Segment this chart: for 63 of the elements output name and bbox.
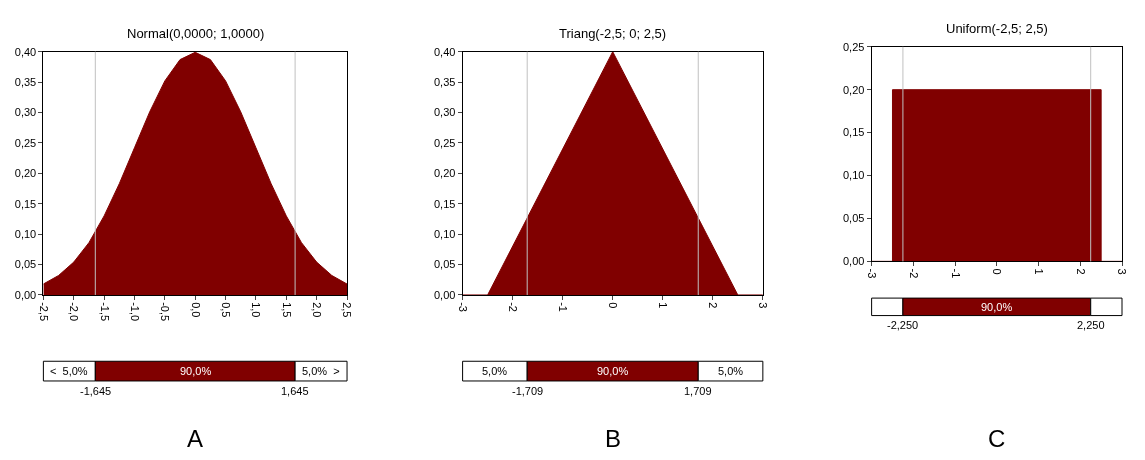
x-tick-label: 0	[991, 268, 1004, 275]
x-tick-label: 2,5	[341, 302, 354, 318]
x-tick-label: -3	[866, 268, 879, 279]
y-tick-label: 0,20	[433, 167, 456, 180]
x-tick-label: 0,0	[189, 302, 202, 318]
y-tick-label: 0,10	[433, 228, 456, 240]
x-tick-label: -2	[507, 302, 520, 312]
x-tick-label: 0	[607, 302, 620, 309]
text: A	[187, 425, 204, 452]
text: C	[988, 425, 1006, 452]
text: -2,250	[887, 319, 919, 331]
text: 5,0%	[718, 365, 744, 377]
y-tick-label: 0,20	[14, 167, 37, 180]
chart-title: Triang(-2,5; 0; 2,5)	[559, 26, 667, 41]
x-tick-label: -2,5	[37, 302, 50, 322]
text: B	[605, 425, 622, 452]
text: 1,709	[684, 385, 712, 397]
text: -1,645	[80, 385, 112, 397]
y-tick-label: 0,25	[433, 136, 456, 149]
x-tick-label: -0,5	[159, 302, 172, 322]
x-tick-label: 2	[707, 302, 720, 309]
x-tick-label: -2	[907, 268, 920, 279]
y-tick-label: 0,05	[433, 258, 456, 271]
y-tick-label: 0,30	[14, 106, 37, 119]
x-tick-label: 1,0	[250, 302, 263, 318]
y-tick-label: 0,20	[842, 83, 865, 96]
y-tick-label: 0,05	[14, 258, 37, 271]
text: 5,0% >	[302, 365, 340, 377]
text: 1,645	[281, 385, 309, 397]
y-tick-label: 0,25	[14, 136, 37, 149]
x-tick-label: -1	[557, 302, 570, 312]
x-tick-label: 3	[1116, 268, 1129, 275]
x-tick-label: 2,0	[311, 302, 324, 318]
y-tick-label: 0,35	[14, 75, 37, 88]
y-tick-label: 0,35	[433, 75, 456, 88]
x-tick-label: 3	[757, 302, 770, 309]
x-tick-label: -1,0	[128, 302, 141, 322]
chart-title: Normal(0,0000; 1,0000)	[127, 26, 265, 41]
y-tick-label: 0,10	[842, 169, 865, 182]
y-tick-label: 0,30	[433, 106, 456, 119]
x-tick-label: -3	[457, 302, 470, 312]
y-tick-label: 0,10	[14, 228, 37, 240]
y-tick-label: 0,15	[433, 197, 456, 210]
y-tick-label: 0,40	[14, 45, 37, 58]
chart-title: Uniform(-2,5; 2,5)	[946, 21, 1048, 36]
x-tick-label: -2,0	[68, 302, 81, 322]
x-tick-label: 2	[1074, 268, 1087, 275]
text: -1,709	[512, 385, 544, 397]
y-tick-label: 0,00	[14, 288, 37, 301]
x-tick-label: 0,5	[220, 302, 232, 318]
x-tick-label: 1	[1032, 268, 1045, 275]
y-tick-label: 0,05	[842, 212, 865, 225]
x-tick-label: 1	[657, 302, 670, 309]
x-tick-label: -1,5	[98, 302, 111, 322]
x-tick-label: -1	[949, 268, 962, 279]
y-tick-label: 0,15	[14, 197, 37, 210]
text: 2,250	[1077, 319, 1105, 331]
y-tick-label: 0,25	[842, 40, 865, 53]
y-tick-label: 0,15	[842, 126, 865, 139]
y-tick-label: 0,00	[433, 288, 456, 301]
y-tick-label: 0,00	[842, 255, 865, 268]
x-tick-label: 1,5	[280, 302, 293, 318]
y-tick-label: 0,40	[433, 45, 456, 58]
